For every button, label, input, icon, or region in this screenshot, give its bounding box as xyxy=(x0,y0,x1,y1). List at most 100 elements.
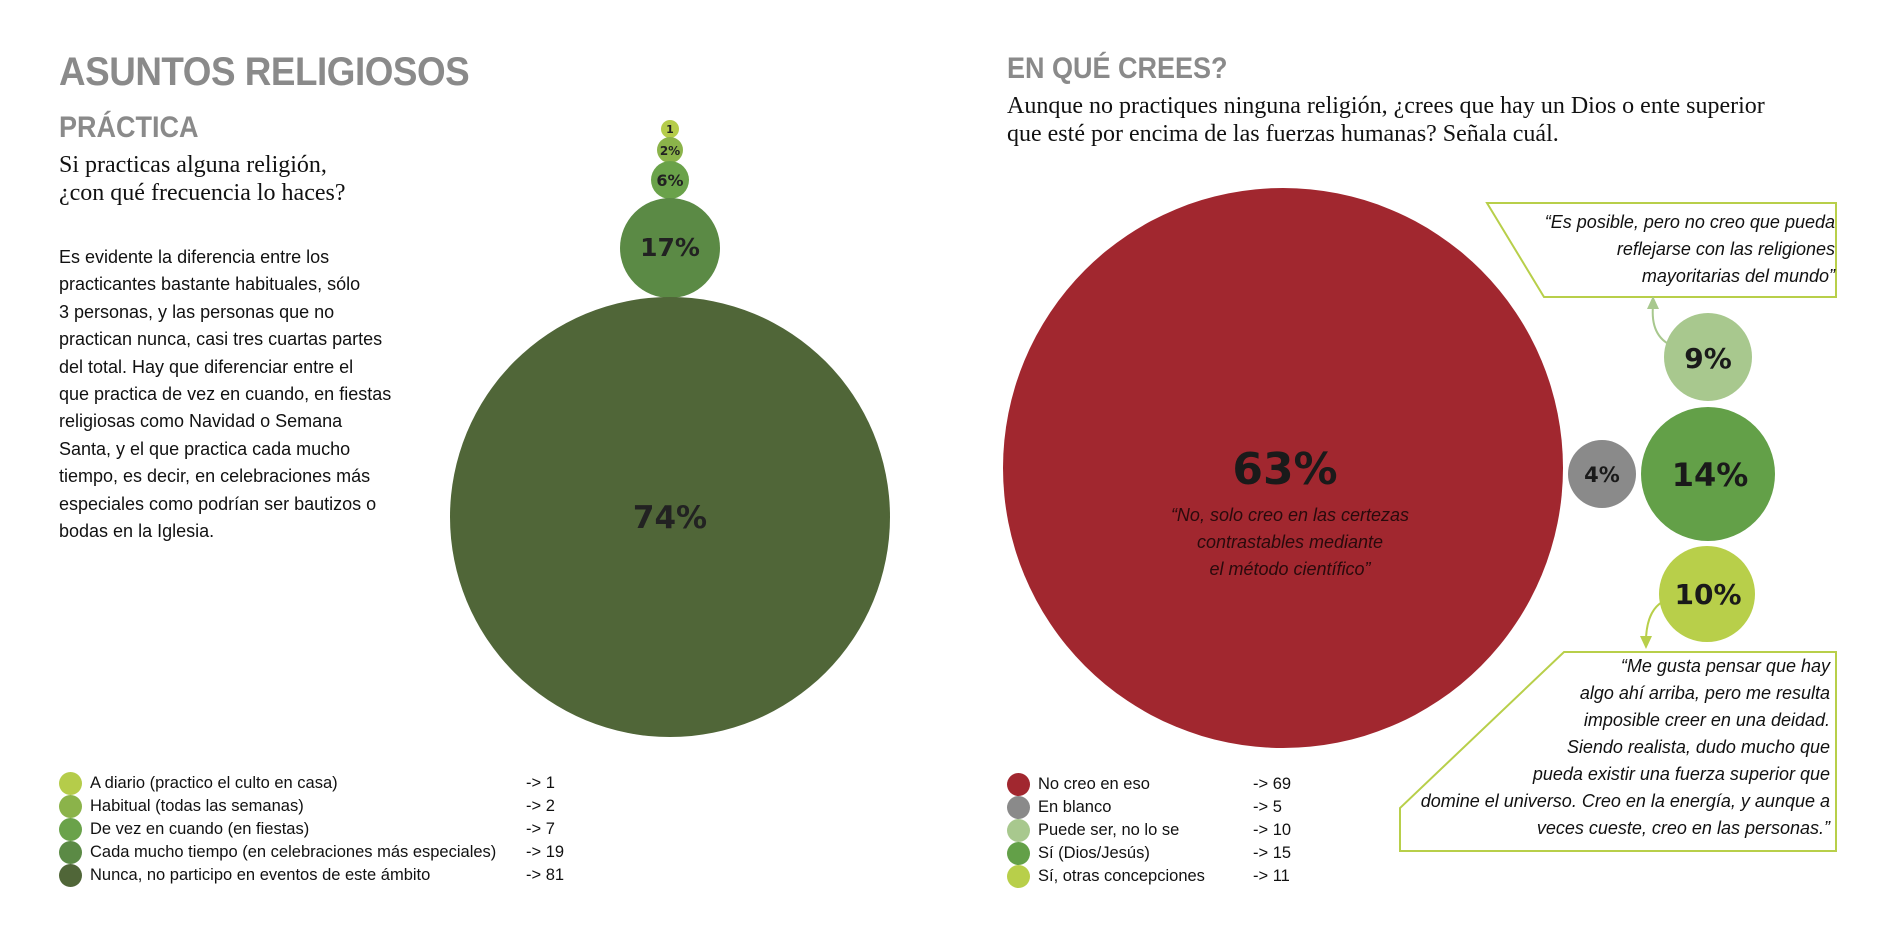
legend-label: De vez en cuando (en fiestas) xyxy=(90,820,310,838)
legend-item: De vez en cuando (en fiestas) xyxy=(59,818,309,841)
quote-bottom: “Me gusta pensar que hay algo ahí arriba… xyxy=(1410,653,1830,842)
quote-line: mayoritarias del mundo” xyxy=(1641,266,1835,286)
belief-subtitle: EN QUÉ CREES? xyxy=(1007,52,1228,85)
legend-swatch xyxy=(1007,842,1030,865)
bubble-occasional xyxy=(651,161,689,199)
body-line: religiosas como Navidad o Semana xyxy=(59,411,343,432)
legend-label: Sí, otras concepciones xyxy=(1038,867,1205,885)
bubble-never xyxy=(450,297,890,737)
quote-line: domine el universo. Creo en la energía, … xyxy=(1420,791,1830,811)
practice-question-line1: Si practicas alguna religión, xyxy=(59,152,327,178)
bubble-label-maybe: 9% xyxy=(1684,342,1732,375)
bubble-no-believe xyxy=(1003,188,1563,748)
legend-swatch xyxy=(59,864,82,887)
quote-line: el método científico” xyxy=(1209,559,1371,579)
legend-label: En blanco xyxy=(1038,798,1112,816)
bubble-label-rarely: 17% xyxy=(640,233,700,262)
arrow-head-icon xyxy=(1647,296,1659,309)
legend-item: En blanco xyxy=(1007,796,1111,819)
practice-question-line2: ¿con qué frecuencia lo haces? xyxy=(59,180,346,206)
quote-line: “Me gusta pensar que hay xyxy=(1620,656,1830,676)
practice-body-text: Es evidente la diferencia entre los prac… xyxy=(59,244,399,545)
legend-value: -> 7 xyxy=(526,820,555,838)
legend-label: Nunca, no participo en eventos de este á… xyxy=(90,866,431,884)
bubble-label-habitual: 2% xyxy=(660,144,680,158)
legend-value: -> 1 xyxy=(526,774,555,792)
big-bubble-quote: “No, solo creo en las certezas contrasta… xyxy=(1130,502,1450,583)
legend-label: Habitual (todas las semanas) xyxy=(90,797,304,815)
legend-value: -> 69 xyxy=(1253,775,1292,793)
body-line: bodas en la Iglesia. xyxy=(59,521,215,542)
bubble-label-never: 74% xyxy=(633,500,707,536)
legend-label: Puede ser, no lo se xyxy=(1038,821,1180,839)
legend-swatch xyxy=(1007,796,1030,819)
body-line: Santa, y el que practica cada mucho xyxy=(59,438,351,459)
bubble-label-blank: 4% xyxy=(1584,463,1620,487)
quote-line: algo ahí arriba, pero me resulta xyxy=(1579,683,1830,703)
bubble-label-occasional: 6% xyxy=(656,171,683,190)
legend-value: -> 5 xyxy=(1253,798,1282,816)
belief-bubble-chart: 63% 4% 9% 14% 10% xyxy=(1003,188,1837,852)
body-line: practicantes bastante habituales, sólo xyxy=(59,274,361,295)
bubble-blank xyxy=(1568,440,1636,508)
quote-line: veces cueste, creo en las personas.” xyxy=(1536,818,1830,838)
bubble-rarely xyxy=(620,198,720,298)
legend-swatch xyxy=(59,795,82,818)
bubble-label-other: 10% xyxy=(1674,578,1741,611)
legend-item: Sí (Dios/Jesús) xyxy=(1007,842,1150,865)
quote-line: Siendo realista, dudo mucho que xyxy=(1566,737,1830,757)
quote-line: reflejarse con las religiones xyxy=(1616,239,1835,259)
legend-value: -> 11 xyxy=(1253,867,1290,885)
main-title: ASUNTOS RELIGIOSOS xyxy=(59,50,470,94)
legend-label: Sí (Dios/Jesús) xyxy=(1038,844,1150,862)
legend-label: Cada mucho tiempo (en celebraciones más … xyxy=(90,843,497,861)
belief-question-line2: que esté por encima de las fuerzas human… xyxy=(1007,121,1559,147)
bubble-other xyxy=(1659,546,1755,642)
body-line: del total. Hay que diferenciar entre el xyxy=(59,356,354,377)
body-line: tiempo, es decir, en celebraciones más xyxy=(59,466,371,487)
bubble-habitual xyxy=(657,137,683,163)
practice-subtitle: PRÁCTICA xyxy=(59,111,199,144)
legend-swatch xyxy=(59,818,82,841)
quote-line: “No, solo creo en las certezas xyxy=(1170,505,1410,525)
legend-value: -> 19 xyxy=(526,843,565,861)
legend-item: Sí, otras concepciones xyxy=(1007,865,1205,888)
legend-swatch xyxy=(1007,773,1030,796)
body-line: especiales como podrían ser bautizos o xyxy=(59,493,377,514)
bubble-label-no-believe: 63% xyxy=(1232,444,1337,495)
belief-question-line1: Aunque no practiques ninguna religión, ¿… xyxy=(1007,93,1765,119)
practice-bubble-chart: 1 2% 6% 17% 74% xyxy=(450,120,890,737)
legend-item: Nunca, no participo en eventos de este á… xyxy=(59,864,430,887)
quote-top: “Es posible, pero no creo que pueda refl… xyxy=(1540,209,1835,290)
legend-item: Puede ser, no lo se xyxy=(1007,819,1179,842)
quote-line: “Es posible, pero no creo que pueda xyxy=(1544,212,1835,232)
legend-item: A diario (practico el culto en casa) xyxy=(59,772,338,795)
legend-value: -> 2 xyxy=(526,797,555,815)
arrow-head-icon xyxy=(1640,636,1652,649)
legend-swatch xyxy=(59,841,82,864)
legend-swatch xyxy=(1007,819,1030,842)
body-line: practican nunca, casi tres cuartas parte… xyxy=(59,329,383,350)
quote-box-bottom xyxy=(1399,651,1837,852)
legend-item: Habitual (todas las semanas) xyxy=(59,795,304,818)
quote-line: pueda existir una fuerza superior que xyxy=(1532,764,1830,784)
legend-label: A diario (practico el culto en casa) xyxy=(90,774,338,792)
bubble-god xyxy=(1641,407,1775,541)
belief-question: Aunque no practiques ninguna religión, ¿… xyxy=(1007,92,1765,148)
legend-item: Cada mucho tiempo (en celebraciones más … xyxy=(59,841,496,864)
legend-value: -> 81 xyxy=(526,866,565,884)
legend-swatch xyxy=(59,772,82,795)
legend-swatch xyxy=(1007,865,1030,888)
quote-line: imposible creer en una deidad. xyxy=(1583,710,1830,730)
legend-value: -> 10 xyxy=(1253,821,1292,839)
body-line: que practica de vez en cuando, en fiesta… xyxy=(59,384,392,405)
legend-item: No creo en eso xyxy=(1007,773,1150,796)
bubble-maybe xyxy=(1664,313,1752,401)
bubble-label-daily: 1 xyxy=(666,123,674,136)
legend-label: No creo en eso xyxy=(1038,775,1150,793)
quote-line: contrastables mediante xyxy=(1196,532,1384,552)
legend-value: -> 15 xyxy=(1253,844,1292,862)
bubble-daily xyxy=(661,120,679,138)
body-line: 3 personas, y las personas que no xyxy=(59,301,335,322)
body-line: Es evidente la diferencia entre los xyxy=(59,247,330,267)
